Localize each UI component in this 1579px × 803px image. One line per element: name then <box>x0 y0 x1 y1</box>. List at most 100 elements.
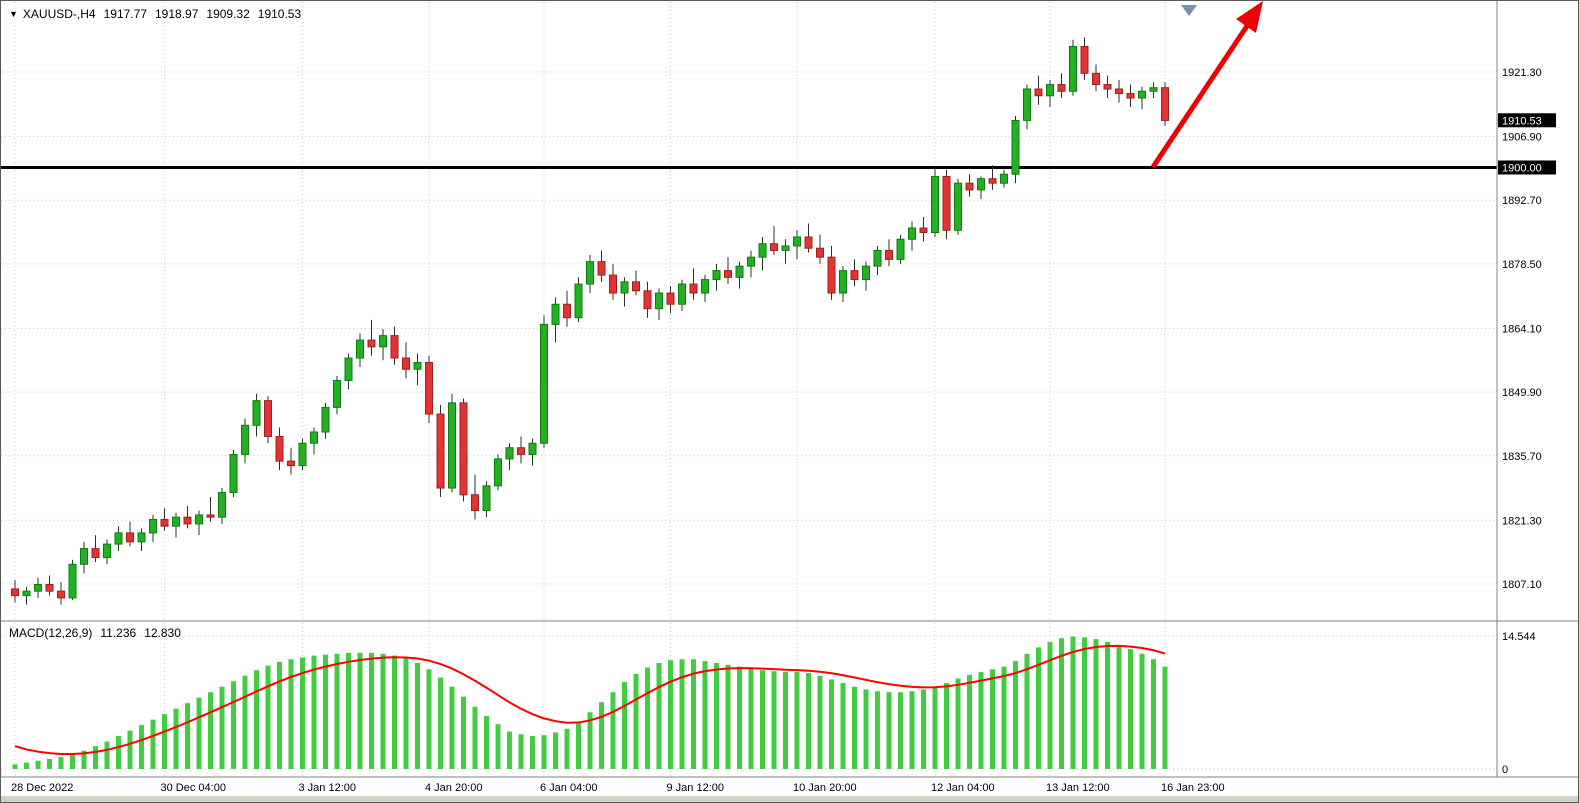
macd-histogram-bar <box>633 673 639 769</box>
macd-histogram-bar <box>714 662 719 769</box>
macd-axis-label: 0 <box>1502 764 1508 776</box>
macd-histogram-bar <box>806 672 811 769</box>
macd-histogram-bar <box>438 677 443 769</box>
candle-body-bull <box>241 424 249 455</box>
macd-histogram-bar <box>875 691 880 769</box>
price-axis-label: 1878.50 <box>1502 259 1542 271</box>
macd-histogram-bar <box>415 662 420 769</box>
macd-histogram-bar <box>1059 638 1064 769</box>
price-axis-label: 1849.90 <box>1502 387 1542 399</box>
time-axis-label: 28 Dec 2022 <box>11 782 73 794</box>
candle-body-bear <box>436 413 445 489</box>
candle-body-bull <box>103 543 111 559</box>
macd-histogram-bar <box>794 672 800 769</box>
candle-body-bear <box>632 281 640 292</box>
candle-body-bull <box>793 236 801 247</box>
candle-body-bear <box>666 292 675 305</box>
time-axis-label: 3 Jan 12:00 <box>299 782 357 794</box>
candle-body-bull <box>321 406 330 433</box>
macd-histogram-bar <box>702 661 708 769</box>
time-axis-label: 30 Dec 04:00 <box>161 782 226 794</box>
macd-histogram-bar <box>1093 639 1099 769</box>
candle-body-bear <box>563 303 571 319</box>
candle-body-bear <box>643 290 652 310</box>
candle-body-bear <box>942 175 951 231</box>
candle-body-bear <box>850 270 859 281</box>
macd-histogram-bar <box>932 686 938 769</box>
candle-body-bear <box>126 532 134 543</box>
candle-body-bull <box>781 245 790 251</box>
macd-histogram-bar <box>863 689 869 769</box>
macd-histogram-bar <box>357 652 363 769</box>
candle-body-bear <box>45 583 54 592</box>
candle-body-bull <box>379 335 387 348</box>
macd-histogram-bar <box>380 653 386 769</box>
candle-body-bull <box>114 532 123 545</box>
macd-histogram-bar <box>24 762 29 769</box>
candle-body-bear <box>724 270 732 278</box>
macd-histogram-bar <box>679 659 685 769</box>
symbol-dropdown-icon[interactable]: ▼ <box>9 9 18 19</box>
macd-histogram-bar <box>300 657 305 769</box>
candle-body-bear <box>965 182 974 191</box>
candle-body-bull <box>1046 84 1054 97</box>
candle-body-bear <box>471 494 479 511</box>
macd-histogram-bar <box>461 696 466 769</box>
macd-histogram-bar <box>1105 641 1110 769</box>
candle-body-bull <box>333 379 341 408</box>
macd-histogram-bar <box>208 692 213 769</box>
macd-histogram-bar <box>1082 637 1087 769</box>
candle-body-bear <box>390 335 399 359</box>
macd-signal-line <box>14 644 1166 756</box>
macd-histogram-bar <box>334 653 340 769</box>
candle-body-bull <box>482 485 491 511</box>
trend-arrow-head[interactable] <box>1236 1 1263 33</box>
candle-body-bear <box>816 247 824 258</box>
symbol-info: ▼ XAUUSD-,H4 1917.77 1918.97 1909.32 1910.53 <box>9 7 301 21</box>
candle-body-bear <box>160 518 169 527</box>
candle-body-bear <box>459 402 468 496</box>
macd-histogram-bar <box>288 659 294 769</box>
macd-histogram-bar <box>564 728 570 769</box>
macd-histogram-bar <box>150 719 156 769</box>
macd-histogram-bar <box>1162 666 1168 769</box>
candle-body-bull <box>505 447 514 460</box>
price-axis-label: 1821.30 <box>1502 515 1542 527</box>
macd-histogram-bar <box>748 668 754 769</box>
macd-histogram-bar <box>185 703 190 769</box>
macd-histogram-bar <box>449 686 455 769</box>
candle-body-bull <box>1000 173 1008 184</box>
candle-body-bear <box>919 227 928 234</box>
price-axis-label: 1921.30 <box>1502 67 1542 79</box>
macd-histogram-bar <box>1024 653 1030 769</box>
macd-histogram-bar <box>231 681 236 769</box>
bottom-strip <box>1 796 1578 802</box>
candle-body-bull <box>218 492 226 518</box>
macd-histogram-bar <box>70 754 75 769</box>
macd-histogram-bar <box>955 678 961 769</box>
price-axis-label: 1864.10 <box>1502 323 1542 335</box>
macd-histogram-bar <box>162 714 167 769</box>
candle-body-bull <box>574 283 583 319</box>
candle-body-bear <box>1092 72 1100 86</box>
candle-body-bull <box>172 516 180 527</box>
macd-histogram-bar <box>978 672 984 769</box>
candle-body-bear <box>264 400 272 437</box>
candle-body-bull <box>896 238 905 260</box>
hline-price-badge: 1900.00 <box>1502 162 1542 174</box>
candle-body-bull <box>1069 45 1077 92</box>
macd-histogram-bar <box>1116 645 1122 769</box>
macd-histogram-bar <box>587 712 593 769</box>
macd-histogram-bar <box>737 666 742 769</box>
macd-histogram-bar <box>392 655 397 769</box>
macd-histogram-bar <box>1001 666 1007 769</box>
trend-arrow-shaft[interactable] <box>1150 21 1252 169</box>
candle-body-bear <box>183 516 192 525</box>
macd-histogram-bar <box>886 692 892 769</box>
symbol-name: XAUUSD-,H4 <box>22 7 96 21</box>
candle-body-bull <box>1149 87 1158 92</box>
macd-histogram-bar <box>576 721 581 769</box>
candle-body-bull <box>356 339 364 359</box>
